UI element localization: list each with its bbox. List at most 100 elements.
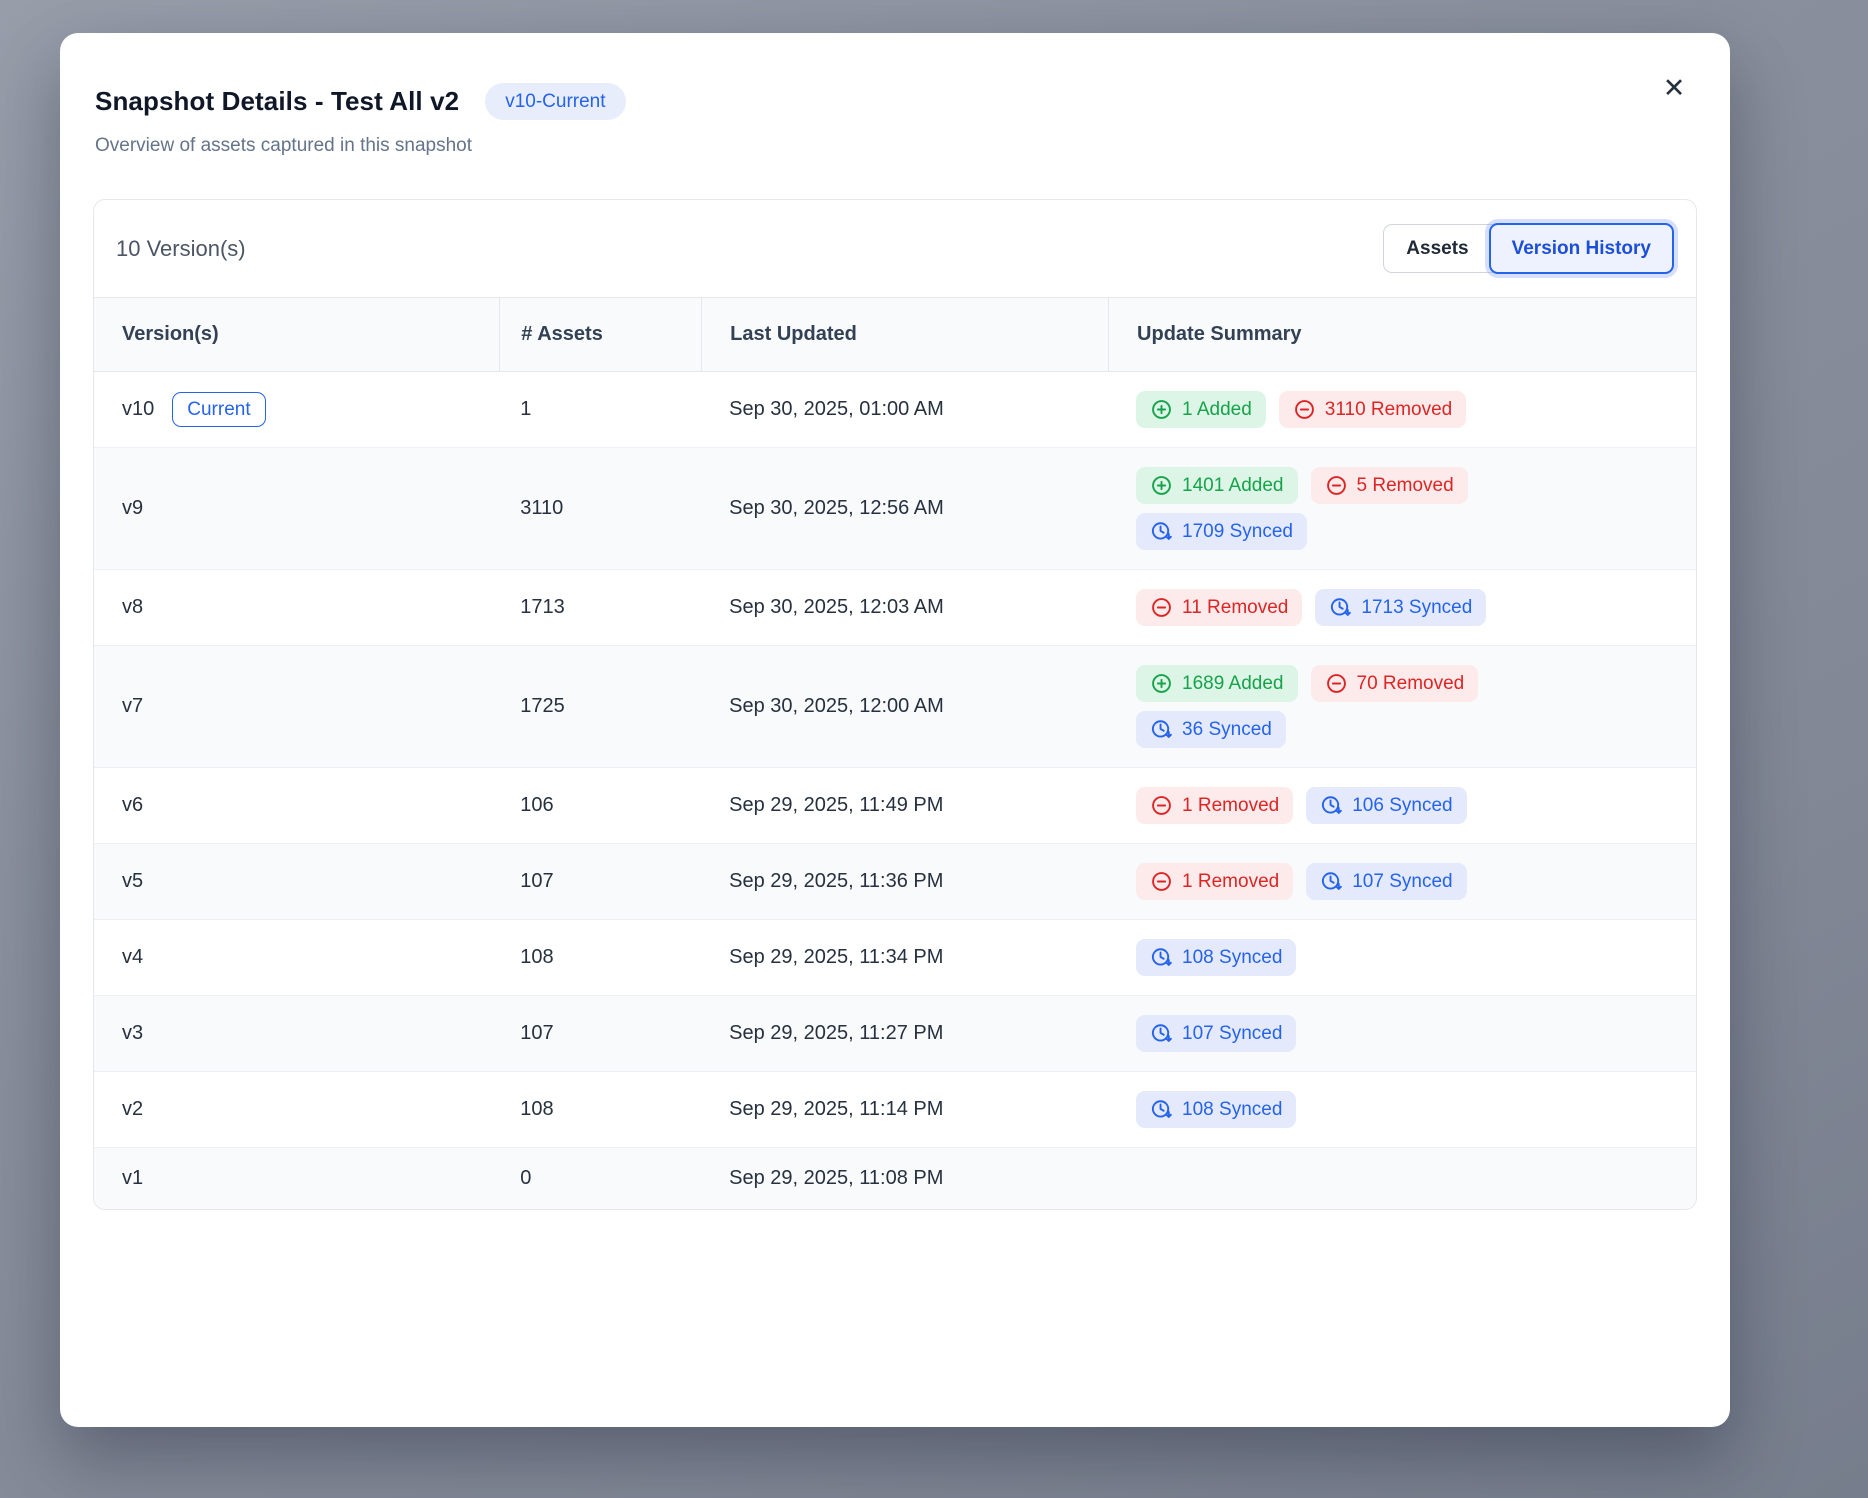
badge-label: 70 Removed — [1356, 673, 1465, 694]
badge-label: 1689 Added — [1182, 673, 1284, 694]
column-header-assets: # Assets — [499, 298, 701, 371]
cell-version: v5 — [94, 851, 499, 912]
version-table-body: v10 Current 1 Sep 30, 2025, 01:00 AM 1 Added… — [94, 372, 1696, 1209]
cell-last-updated: Sep 29, 2025, 11:08 PM — [729, 1167, 944, 1189]
snapshot-details-modal: Snapshot Details - Test All v2 v10-Curre… — [60, 33, 1730, 1427]
minus-circle-icon — [1326, 674, 1346, 693]
version-label: v2 — [122, 1098, 144, 1120]
badge-group: 108 Synced — [1136, 1091, 1576, 1128]
version-label: v6 — [122, 794, 144, 816]
cell-last-updated: Sep 29, 2025, 11:36 PM — [729, 870, 944, 892]
plus-circle-icon — [1152, 400, 1171, 419]
table-row: v2 108 Sep 29, 2025, 11:14 PM 108 Synced — [94, 1071, 1696, 1147]
version-label: v1 — [122, 1167, 144, 1189]
badge-label: 107 Synced — [1182, 1023, 1283, 1044]
badge-label: 36 Synced — [1182, 719, 1272, 740]
tab-assets[interactable]: Assets — [1383, 224, 1493, 273]
close-icon[interactable]: ✕ — [1652, 67, 1696, 111]
cell-asset-count: 1 — [520, 398, 532, 420]
version-current-pill: v10-Current — [485, 83, 626, 120]
badge-group: 108 Synced — [1136, 939, 1576, 976]
version-label: v9 — [122, 497, 144, 519]
badge-label: 1713 Synced — [1361, 597, 1473, 618]
badge-removed: 11 Removed — [1136, 589, 1303, 626]
current-chip: Current — [172, 392, 266, 427]
badge-group: 1 Added 3110 Removed — [1136, 391, 1576, 428]
badge-group: 1401 Added 5 Removed 1709 Synced — [1136, 467, 1576, 550]
badge-label: 1 Removed — [1182, 795, 1280, 816]
table-row: v10 Current 1 Sep 30, 2025, 01:00 AM 1 Added… — [94, 372, 1696, 447]
cell-version: v9 — [94, 478, 499, 539]
cell-update-summary: 11 Removed 1713 Synced — [1108, 570, 1696, 645]
cell-version: v8 — [94, 577, 499, 638]
badge-synced: 106 Synced — [1306, 787, 1467, 824]
badge-added: 1 Added — [1136, 391, 1266, 428]
cell-asset-count: 108 — [520, 946, 554, 968]
table-header-row: Version(s) # Assets Last Updated Update … — [94, 297, 1696, 372]
badge-synced: 1709 Synced — [1136, 513, 1307, 550]
tab-version-history[interactable]: Version History — [1488, 223, 1674, 274]
cell-last-updated: Sep 30, 2025, 12:56 AM — [729, 497, 944, 519]
cell-update-summary: 1401 Added 5 Removed 1709 Synced — [1108, 448, 1696, 569]
minus-circle-icon — [1326, 476, 1346, 495]
cell-last-updated: Sep 30, 2025, 01:00 AM — [729, 398, 944, 420]
cell-asset-count: 108 — [520, 1098, 554, 1120]
cell-update-summary: 1 Added 3110 Removed — [1108, 372, 1696, 447]
badge-synced: 108 Synced — [1136, 1091, 1297, 1128]
sync-clock-icon — [1331, 598, 1352, 616]
badge-added: 1401 Added — [1136, 467, 1298, 504]
badge-removed: 1 Removed — [1136, 787, 1294, 824]
badge-removed: 3110 Removed — [1278, 391, 1467, 428]
version-label: v3 — [122, 1022, 144, 1044]
cell-last-updated: Sep 29, 2025, 11:14 PM — [729, 1098, 944, 1120]
table-row: v9 3110 Sep 30, 2025, 12:56 AM 1401 Added 5 … — [94, 447, 1696, 569]
badge-label: 106 Synced — [1352, 795, 1453, 816]
version-label: v8 — [122, 596, 144, 618]
badge-removed: 70 Removed — [1310, 665, 1479, 702]
table-row: v5 107 Sep 29, 2025, 11:36 PM 1 Removed 107 … — [94, 843, 1696, 919]
view-toggle-group: Assets Version History — [1383, 223, 1674, 274]
minus-circle-icon — [1152, 796, 1171, 815]
version-history-panel: 10 Version(s) Assets Version History Ver… — [93, 199, 1697, 1210]
version-label: v4 — [122, 946, 144, 968]
cell-update-summary: 107 Synced — [1108, 996, 1696, 1071]
modal-title: Snapshot Details - Test All v2 — [95, 86, 460, 116]
cell-version: v2 — [94, 1079, 499, 1140]
badge-label: 107 Synced — [1352, 871, 1453, 892]
cell-asset-count: 1713 — [520, 596, 565, 618]
cell-version: v4 — [94, 927, 499, 988]
badge-synced: 36 Synced — [1136, 711, 1286, 748]
cell-update-summary — [1108, 1160, 1696, 1198]
badge-label: 1 Removed — [1182, 871, 1280, 892]
cell-asset-count: 3110 — [520, 497, 564, 519]
cell-asset-count: 1725 — [520, 695, 565, 717]
cell-version: v1 — [94, 1148, 499, 1209]
sync-clock-icon — [1151, 522, 1172, 540]
badge-synced: 1713 Synced — [1315, 589, 1487, 626]
badge-label: 3110 Removed — [1324, 399, 1453, 420]
table-row: v1 0 Sep 29, 2025, 11:08 PM — [94, 1147, 1696, 1209]
plus-circle-icon — [1152, 674, 1171, 693]
cell-asset-count: 107 — [520, 1022, 554, 1044]
badge-group: 1 Removed 106 Synced — [1136, 787, 1576, 824]
cell-asset-count: 106 — [520, 794, 554, 816]
cell-last-updated: Sep 29, 2025, 11:34 PM — [729, 946, 944, 968]
cell-version: v3 — [94, 1003, 499, 1064]
cell-update-summary: 108 Synced — [1108, 1072, 1696, 1147]
panel-toolbar: 10 Version(s) Assets Version History — [94, 200, 1696, 297]
version-count-label: 10 Version(s) — [116, 235, 246, 261]
plus-circle-icon — [1152, 476, 1171, 495]
badge-label: 5 Removed — [1356, 475, 1454, 496]
cell-version: v7 — [94, 676, 499, 737]
badge-group: 11 Removed 1713 Synced — [1136, 589, 1576, 626]
table-row: v7 1725 Sep 30, 2025, 12:00 AM 1689 Added 70… — [94, 645, 1696, 767]
badge-synced: 107 Synced — [1306, 863, 1467, 900]
version-table: Version(s) # Assets Last Updated Update … — [94, 297, 1696, 1209]
minus-circle-icon — [1152, 598, 1171, 617]
cell-update-summary: 1 Removed 106 Synced — [1108, 768, 1696, 843]
cell-last-updated: Sep 30, 2025, 12:00 AM — [729, 695, 944, 717]
table-row: v3 107 Sep 29, 2025, 11:27 PM 107 Synced — [94, 995, 1696, 1071]
modal-subtitle: Overview of assets captured in this snap… — [95, 135, 473, 156]
cell-version: v10 Current — [94, 373, 499, 446]
minus-circle-icon — [1294, 400, 1314, 419]
